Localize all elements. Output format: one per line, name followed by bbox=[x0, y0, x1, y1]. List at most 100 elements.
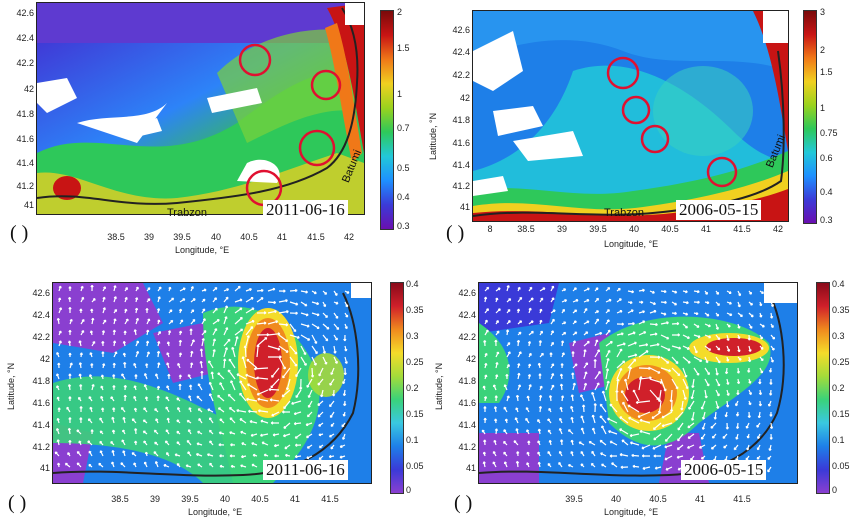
current-arrow bbox=[737, 301, 741, 308]
current-arrow bbox=[124, 296, 128, 303]
current-arrow bbox=[343, 400, 347, 407]
current-vectors bbox=[54, 284, 350, 473]
current-arrow bbox=[539, 330, 543, 336]
current-arrow bbox=[737, 323, 741, 329]
current-arrow bbox=[493, 439, 497, 446]
lat-tick: 42.2 bbox=[32, 332, 50, 342]
current-arrow bbox=[616, 309, 623, 314]
current-arrow bbox=[652, 444, 662, 450]
current-arrow bbox=[78, 340, 82, 347]
current-arrow bbox=[506, 285, 510, 292]
cbar-tick: 0.4 bbox=[832, 279, 845, 289]
current-arrow bbox=[704, 389, 708, 399]
current-arrow bbox=[167, 330, 172, 336]
current-arrow bbox=[515, 460, 520, 468]
current-arrow bbox=[223, 347, 228, 358]
current-arrow bbox=[506, 308, 511, 314]
cbar-tick: 1 bbox=[397, 89, 403, 99]
cbar-tick: 0.05 bbox=[406, 461, 424, 471]
current-arrow bbox=[212, 297, 217, 303]
current-arrow bbox=[90, 363, 94, 369]
current-arrow bbox=[605, 368, 610, 380]
lon-tick: 40.5 bbox=[240, 232, 258, 242]
current-arrow bbox=[682, 334, 690, 339]
current-arrow bbox=[616, 378, 620, 391]
current-arrow bbox=[166, 341, 171, 347]
current-arrow bbox=[300, 356, 307, 366]
current-arrow bbox=[165, 396, 170, 402]
current-arrow bbox=[590, 462, 596, 468]
current-arrow bbox=[627, 331, 636, 336]
current-arrow bbox=[537, 428, 542, 435]
current-arrow bbox=[157, 340, 161, 347]
current-arrow bbox=[78, 440, 82, 446]
current-arrow bbox=[747, 367, 751, 373]
current-arrow bbox=[632, 464, 640, 468]
current-arrow bbox=[68, 286, 72, 291]
current-arrow bbox=[503, 384, 508, 391]
current-arrow bbox=[599, 439, 607, 446]
current-arrow bbox=[123, 394, 127, 402]
current-arrow bbox=[227, 393, 236, 402]
cbar-tick: 0.2 bbox=[406, 383, 419, 393]
current-arrow bbox=[616, 322, 625, 326]
current-arrow bbox=[333, 356, 338, 364]
current-arrow bbox=[122, 352, 127, 358]
current-arrow bbox=[102, 296, 106, 303]
current-arrow bbox=[572, 309, 578, 314]
current-arrow bbox=[240, 430, 247, 435]
current-arrow bbox=[653, 454, 661, 458]
current-arrow bbox=[339, 444, 346, 448]
lat-tick: 41.2 bbox=[32, 442, 50, 452]
current-arrow bbox=[661, 411, 673, 419]
current-arrow bbox=[570, 394, 574, 402]
current-arrow bbox=[294, 454, 302, 459]
current-arrow bbox=[185, 464, 192, 468]
current-arrow bbox=[715, 334, 721, 341]
current-arrow bbox=[665, 466, 673, 471]
place-label-trabzon: Trabzon bbox=[167, 207, 207, 219]
current-arrow bbox=[649, 322, 658, 327]
current-arrow bbox=[79, 406, 83, 413]
current-arrow bbox=[322, 323, 330, 330]
current-arrow bbox=[143, 461, 148, 468]
current-arrow bbox=[622, 401, 629, 413]
current-arrow bbox=[154, 461, 159, 468]
current-arrow bbox=[282, 367, 291, 379]
current-arrow bbox=[687, 422, 695, 429]
current-arrow bbox=[495, 297, 499, 303]
current-arrow bbox=[594, 349, 600, 358]
current-arrow bbox=[759, 334, 763, 340]
current-arrow bbox=[100, 395, 104, 402]
current-arrow bbox=[245, 326, 254, 336]
current-arrow bbox=[514, 417, 519, 424]
lon-tick: 39 bbox=[149, 494, 161, 504]
current-arrow bbox=[344, 356, 348, 365]
current-map-c bbox=[52, 282, 372, 484]
lat-tick: 42.4 bbox=[458, 310, 476, 320]
current-arrow bbox=[526, 429, 530, 435]
current-arrow bbox=[289, 323, 297, 333]
cbar-tick: 0.05 bbox=[832, 461, 850, 471]
current-arrow bbox=[483, 396, 488, 402]
current-arrow bbox=[87, 440, 93, 446]
latitude-ticks-b: 42.6 42.4 42.2 42 41.8 41.6 41.4 41.2 41 bbox=[436, 0, 470, 220]
current-arrow bbox=[329, 400, 335, 408]
current-arrow bbox=[67, 427, 72, 435]
cbar-tick: 3 bbox=[820, 7, 826, 17]
current-arrow bbox=[223, 305, 228, 314]
current-arrow bbox=[113, 308, 118, 314]
current-arrow bbox=[190, 298, 196, 303]
panel-c: Latitude, °N 42.6 42.4 42.2 42 41.8 41.6… bbox=[0, 260, 426, 519]
latitude-ticks-c: 42.6 42.4 42.2 42 41.8 41.6 41.4 41.2 41 bbox=[10, 260, 50, 480]
current-arrow bbox=[190, 318, 196, 325]
current-arrow bbox=[572, 382, 576, 391]
current-arrow bbox=[223, 358, 227, 369]
current-arrow bbox=[715, 356, 721, 364]
lat-tick: 42.4 bbox=[452, 47, 470, 57]
current-arrow bbox=[495, 374, 499, 380]
cbar-tick: 0.1 bbox=[832, 435, 845, 445]
cbar-tick: 1.5 bbox=[820, 67, 833, 77]
current-arrow bbox=[627, 309, 634, 314]
current-arrow bbox=[484, 329, 489, 336]
